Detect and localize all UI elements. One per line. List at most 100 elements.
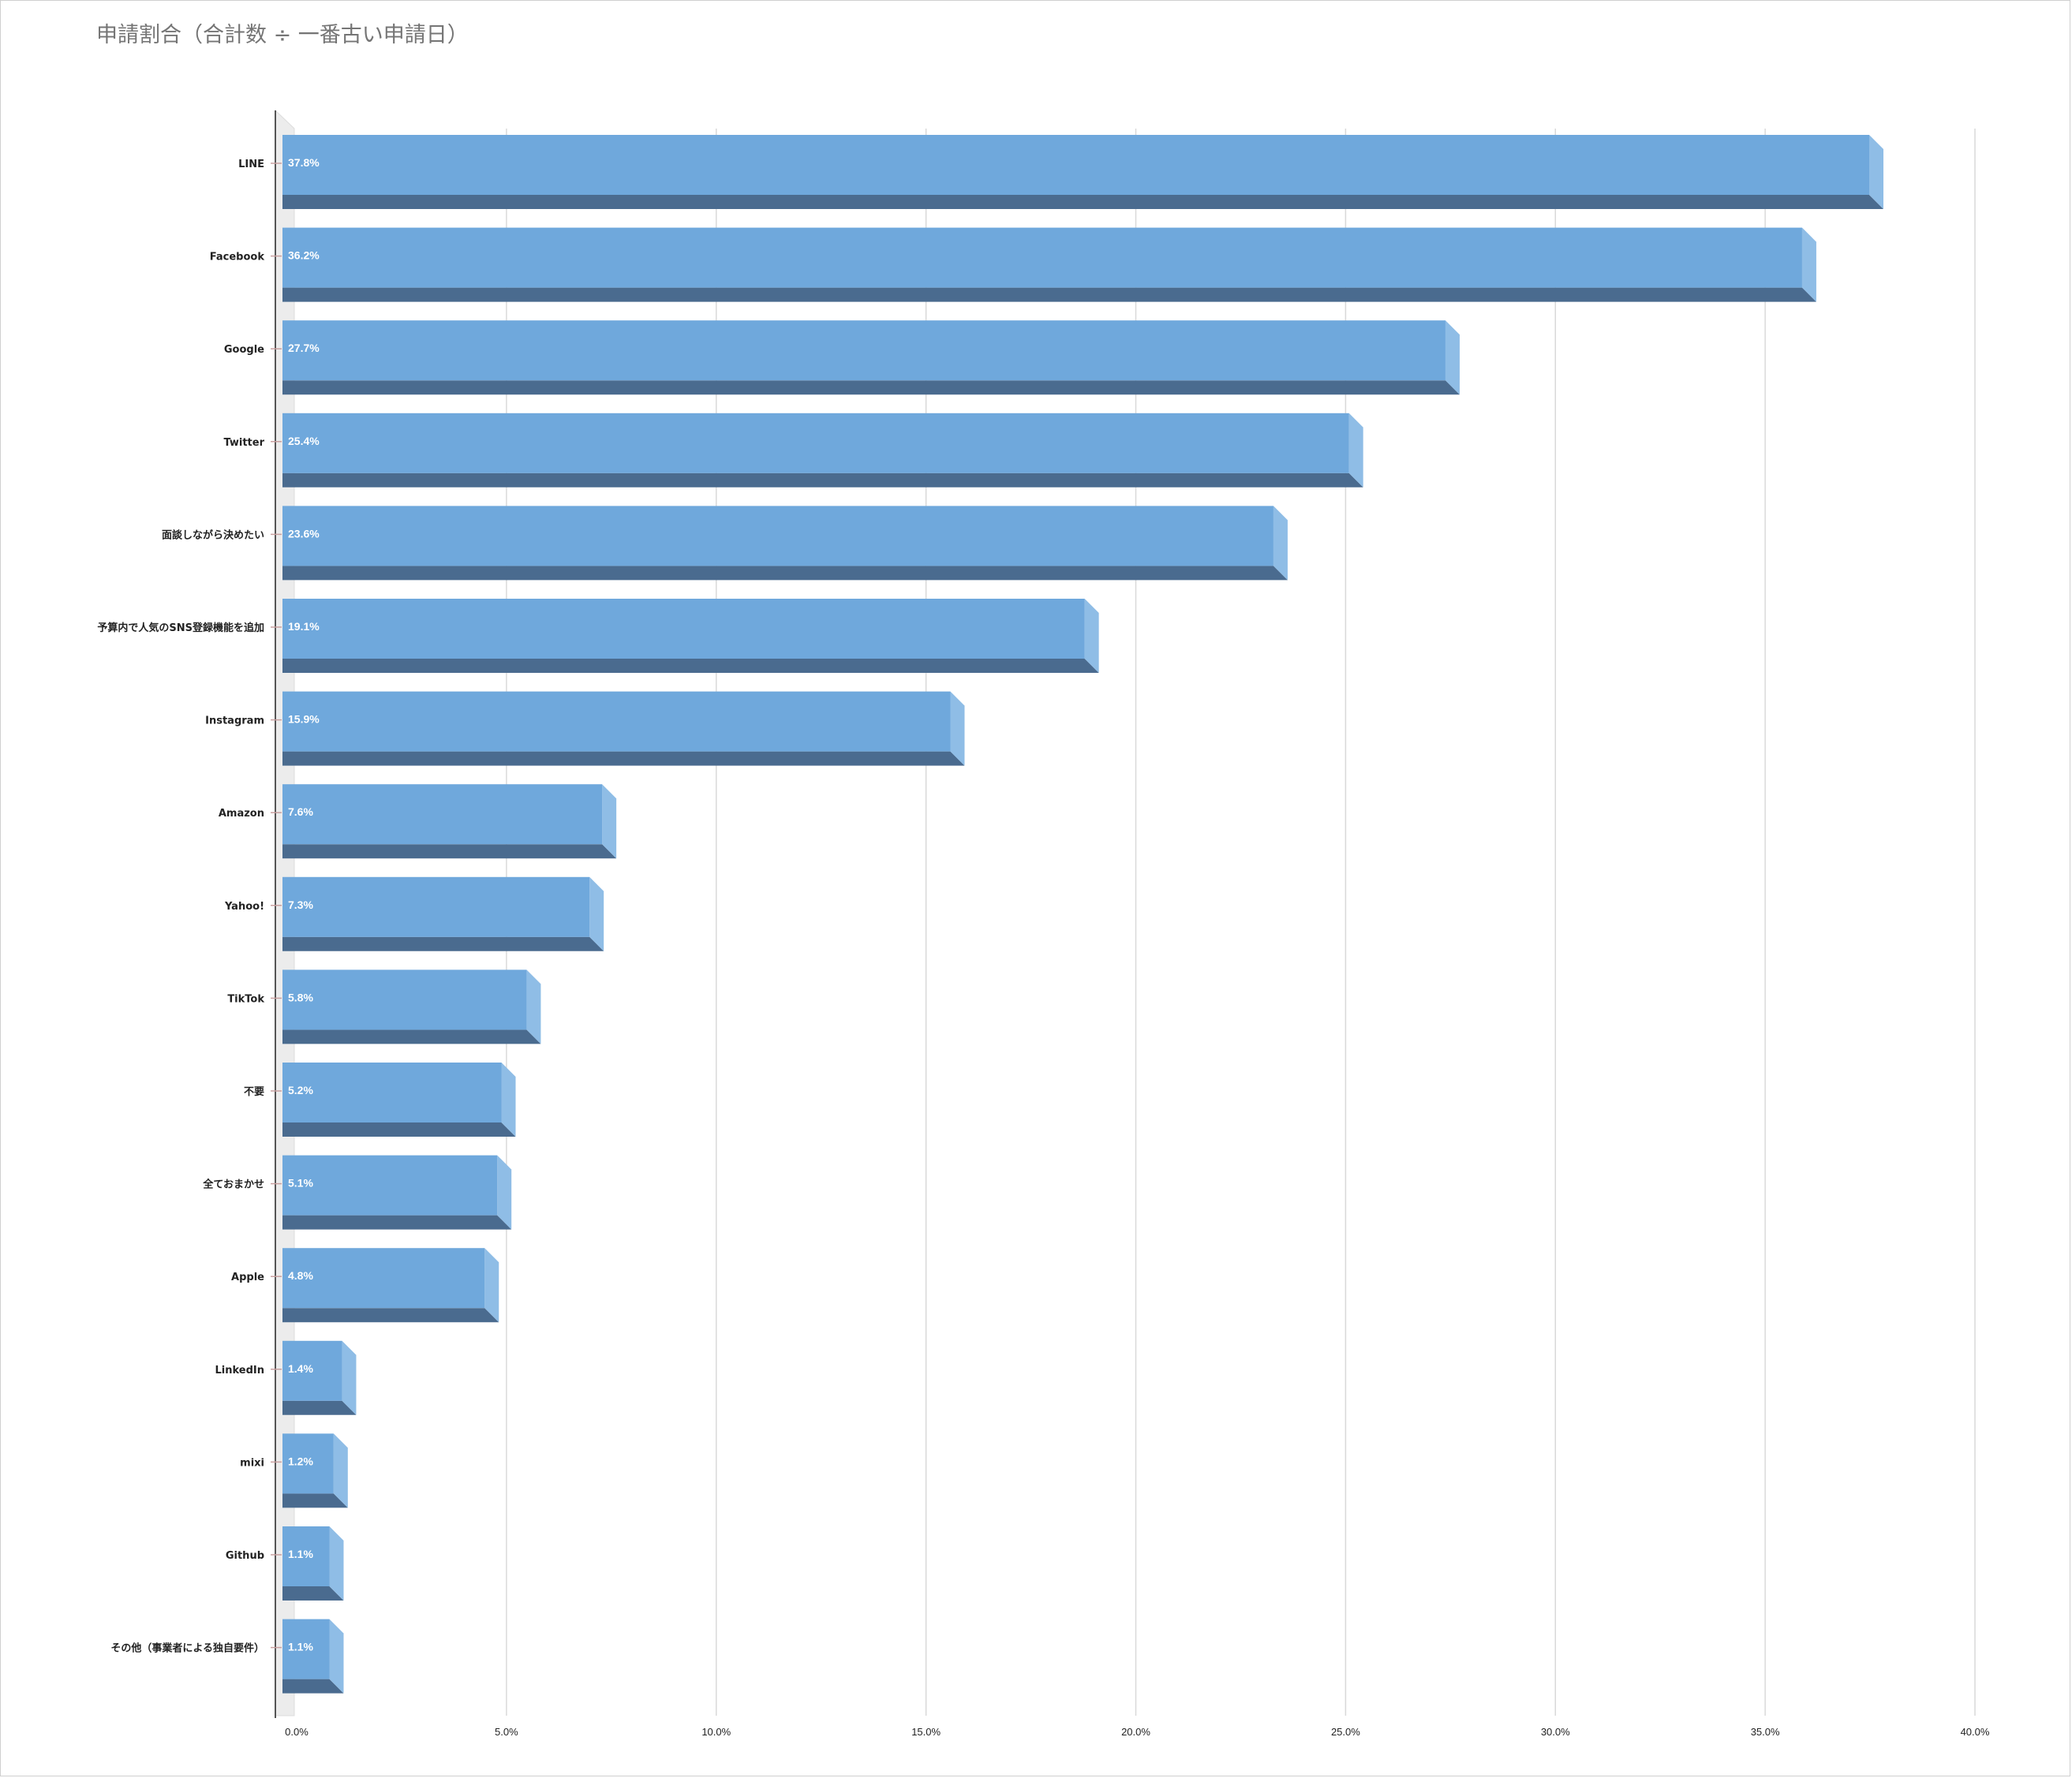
bars: 37.8% 36.2% 27.7% 25.4% 23.6% 19.1% 15.9% 7.6% 7… [282,135,1884,1694]
category-label: 全ておまかせ [202,1178,264,1191]
category-label: TikTok [227,993,264,1005]
data-label: 15.9% [288,713,320,726]
bar-side-face [1084,599,1099,673]
bar-bottom-face [282,1493,348,1508]
bar: 36.2% [282,227,1816,302]
data-label: 37.8% [288,156,320,169]
category-label: 面談しながら決めたい [162,529,264,541]
bar-bottom-face [282,566,1288,581]
bar-front-face [282,320,1446,381]
data-label: 19.1% [288,620,320,633]
category-label: Apple [231,1272,264,1283]
bar-bottom-face [282,659,1099,673]
category-label: LINE [238,159,264,170]
data-label: 1.1% [288,1548,313,1560]
bar: 7.3% [282,876,604,951]
x-tick-label: 35.0% [1751,1726,1780,1738]
bar: 25.4% [282,413,1363,487]
x-tick-label: 10.0% [701,1726,731,1738]
bar-side-face [333,1433,348,1508]
bar-front-face [282,135,1870,195]
bar-side-face [589,876,604,951]
x-tick-label: 40.0% [1961,1726,1990,1738]
bar-side-face [329,1526,344,1601]
bar-front-face [282,969,527,1030]
category-label: Instagram [205,715,264,727]
bar-bottom-face [282,195,1884,209]
bar-bottom-face [282,1308,499,1323]
bar-bottom-face [282,844,617,859]
bar-front-face [282,1619,330,1679]
bar-side-face [950,691,965,766]
bar: 1.4% [282,1340,357,1415]
bar: 1.1% [282,1526,344,1601]
x-tick-label: 25.0% [1331,1726,1360,1738]
category-label: 予算内で人気のSNS登録機能を追加 [97,622,264,634]
data-label: 5.2% [288,1084,313,1096]
bar: 19.1% [282,599,1099,673]
bar-front-face [282,227,1802,288]
bar-bottom-face [282,1122,516,1137]
bar-front-face [282,506,1273,566]
bar-front-face [282,691,951,752]
bar: 7.6% [282,784,617,859]
bar-bottom-face [282,936,604,951]
data-label: 23.6% [288,527,320,540]
x-tick-label: 15.0% [911,1726,941,1738]
bar-side-face [1869,135,1884,209]
bar: 1.1% [282,1619,344,1694]
category-label: Facebook [210,252,265,263]
bar-front-face [282,1340,342,1401]
data-label: 7.6% [288,805,313,818]
bar-front-face [282,1063,502,1122]
bar-side-face [526,969,541,1044]
bar-side-face [329,1619,344,1694]
category-label: Google [224,344,264,356]
category-label: Amazon [219,808,264,820]
x-axis-ticks: 0.0% 5.0% 10.0% 15.0% 20.0% 25.0% 30.0% 35.0% 40… [285,1726,1990,1738]
bar-front-face [282,1248,485,1309]
bar-side-face [1445,320,1460,395]
bar-bottom-face [282,287,1816,302]
category-label: LinkedIn [215,1365,264,1376]
category-labels: LINE Facebook Google Twitter 面談しながら決めたい予算内で人… [97,159,282,1655]
x-tick-label: 20.0% [1121,1726,1150,1738]
category-label: Github [226,1550,264,1562]
chart-title: 申請割合（合計数 ÷ 一番古い申請日） [96,23,469,47]
data-label: 1.1% [288,1641,313,1653]
category-label: 不要 [244,1086,264,1098]
data-label: 27.7% [288,342,320,354]
x-tick-label: 5.0% [495,1726,518,1738]
bar-bottom-face [282,1400,357,1415]
bar-side-face [1273,506,1288,581]
bar: 5.1% [282,1155,512,1230]
x-tick-label: 0.0% [285,1726,309,1738]
bar-side-face [1801,227,1816,302]
bar: 37.8% [282,135,1884,209]
bar: 5.8% [282,969,541,1044]
data-label: 25.4% [288,435,320,447]
bar-bottom-face [282,1679,344,1694]
bar-front-face [282,599,1085,659]
data-label: 1.2% [288,1455,313,1467]
bar-side-face [1348,413,1363,487]
bar: 1.2% [282,1433,348,1508]
data-label: 1.4% [288,1362,313,1375]
data-label: 5.8% [288,991,313,1003]
bar: 4.8% [282,1248,499,1323]
bar-side-face [484,1248,499,1323]
bar-front-face [282,1155,498,1216]
bar-bottom-face [282,751,965,766]
bar: 15.9% [282,691,965,766]
bar-side-face [602,784,617,859]
bar-front-face [282,876,590,937]
bar-front-face [282,1433,334,1494]
bar-front-face [282,1526,330,1586]
bar: 27.7% [282,320,1460,395]
bar-side-face [497,1155,512,1230]
bar-bottom-face [282,1215,512,1230]
x-tick-label: 30.0% [1541,1726,1570,1738]
bar-bottom-face [282,1586,344,1601]
data-label: 7.3% [288,898,313,911]
